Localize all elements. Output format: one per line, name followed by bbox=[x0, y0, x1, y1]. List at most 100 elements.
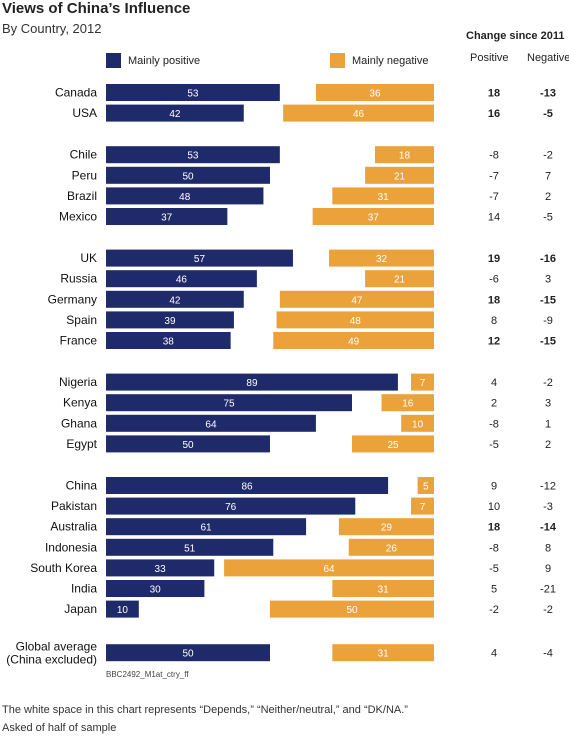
source-code: BBC2492_M1at_ctry_ff bbox=[106, 670, 189, 679]
change-positive-pakistan: 10 bbox=[488, 501, 500, 513]
change-negative-japan: -2 bbox=[543, 604, 553, 616]
bar-label-positive-mexico: 37 bbox=[161, 213, 173, 224]
bar-label-positive-ghana: 64 bbox=[205, 419, 217, 430]
bar-label-positive-kenya: 75 bbox=[223, 399, 235, 410]
bar-label-positive-chile: 53 bbox=[187, 151, 199, 162]
footnote-white-space: The white space in this chart represents… bbox=[2, 704, 408, 716]
category-label-germany: Germany bbox=[48, 292, 97, 306]
legend-negative-swatch bbox=[330, 53, 345, 68]
bar-label-negative-germany: 47 bbox=[351, 295, 363, 306]
bar-positive-egypt bbox=[106, 435, 270, 453]
bar-label-negative-nigeria: 7 bbox=[420, 378, 426, 389]
change-negative-spain: -9 bbox=[543, 315, 553, 327]
bar-label-negative-peru: 21 bbox=[394, 171, 406, 182]
change-negative-germany: -15 bbox=[540, 294, 556, 306]
bar-positive-chile bbox=[106, 146, 280, 164]
bar-label-positive-india: 30 bbox=[150, 585, 162, 596]
change-positive-south-korea: -5 bbox=[489, 563, 499, 575]
change-negative-ghana: 1 bbox=[545, 418, 551, 430]
bar-positive-nigeria bbox=[106, 373, 398, 391]
category-label-indonesia: Indonesia bbox=[45, 540, 97, 554]
bar-positive-ghana bbox=[106, 414, 316, 432]
change-negative-global-average: -4 bbox=[543, 648, 553, 660]
bar-negative-germany bbox=[279, 290, 434, 308]
bar-negative-south-korea bbox=[224, 559, 434, 577]
change-positive-chile: -8 bbox=[489, 150, 499, 162]
bar-positive-global-average bbox=[106, 644, 270, 662]
category-label-china: China bbox=[66, 479, 98, 493]
bar-label-negative-usa: 46 bbox=[353, 109, 365, 120]
change-negative-india: -21 bbox=[540, 584, 556, 596]
bar-positive-south-korea bbox=[106, 559, 215, 577]
category-label-pakistan: Pakistan bbox=[51, 499, 97, 513]
change-positive-kenya: 2 bbox=[491, 398, 497, 410]
change-negative-russia: 3 bbox=[545, 274, 551, 286]
change-negative-indonesia: 8 bbox=[545, 542, 551, 554]
change-positive-uk: 19 bbox=[488, 253, 500, 265]
change-positive-nigeria: 4 bbox=[491, 377, 497, 389]
category-label-south-korea: South Korea bbox=[30, 561, 97, 575]
change-negative-kenya: 3 bbox=[545, 398, 551, 410]
change-positive-header: Positive bbox=[470, 52, 509, 64]
bar-label-positive-south-korea: 33 bbox=[155, 564, 167, 575]
bar-label-negative-uk: 32 bbox=[376, 254, 388, 265]
change-negative-canada: -13 bbox=[540, 88, 556, 100]
bar-negative-usa bbox=[283, 104, 434, 122]
category-label-india: India bbox=[71, 582, 97, 596]
bar-label-negative-south-korea: 64 bbox=[323, 564, 335, 575]
bar-negative-nigeria bbox=[411, 373, 434, 391]
change-negative-usa: -5 bbox=[543, 108, 553, 120]
change-positive-canada: 18 bbox=[488, 88, 500, 100]
category-label-global-average: Global average bbox=[16, 640, 98, 654]
bar-label-positive-indonesia: 51 bbox=[184, 543, 196, 554]
change-positive-usa: 16 bbox=[488, 108, 500, 120]
bar-positive-spain bbox=[106, 311, 234, 329]
bar-positive-china bbox=[106, 477, 389, 494]
bar-negative-chile bbox=[374, 146, 434, 164]
change-positive-australia: 18 bbox=[488, 522, 500, 534]
category-label-australia: Australia bbox=[50, 520, 97, 534]
bar-label-positive-japan: 10 bbox=[117, 605, 129, 616]
bar-negative-india bbox=[332, 580, 434, 597]
change-negative-australia: -14 bbox=[540, 522, 557, 534]
bar-positive-peru bbox=[106, 166, 270, 184]
category-label-usa: USA bbox=[72, 106, 97, 120]
bar-label-negative-mexico: 37 bbox=[368, 213, 380, 224]
change-positive-peru: -7 bbox=[489, 170, 499, 182]
bar-label-positive-china: 86 bbox=[241, 482, 253, 493]
bar-label-positive-germany: 42 bbox=[169, 295, 181, 306]
change-positive-russia: -6 bbox=[489, 274, 499, 286]
bar-negative-spain bbox=[276, 311, 434, 329]
bar-positive-mexico bbox=[106, 208, 228, 225]
bar-positive-japan bbox=[106, 600, 139, 618]
change-negative-egypt: 2 bbox=[545, 439, 551, 451]
bar-label-negative-global-average: 31 bbox=[378, 649, 390, 660]
bar-label-negative-canada: 36 bbox=[369, 89, 381, 100]
change-negative-nigeria: -2 bbox=[543, 377, 553, 389]
bar-negative-france bbox=[273, 332, 434, 349]
category-label-japan: Japan bbox=[64, 602, 97, 616]
bar-negative-uk bbox=[329, 249, 434, 267]
bar-label-positive-australia: 61 bbox=[200, 523, 212, 534]
bar-label-positive-spain: 39 bbox=[164, 316, 176, 327]
bar-label-positive-nigeria: 89 bbox=[246, 378, 258, 389]
bar-negative-australia bbox=[338, 518, 434, 536]
change-negative-france: -15 bbox=[540, 336, 556, 348]
legend-negative-label: Mainly negative bbox=[352, 55, 429, 67]
bar-positive-usa bbox=[106, 104, 244, 122]
bar-positive-australia bbox=[106, 518, 307, 536]
bar-label-positive-france: 38 bbox=[163, 337, 175, 348]
bar-negative-japan bbox=[270, 600, 434, 618]
bar-negative-canada bbox=[315, 84, 434, 101]
bar-positive-pakistan bbox=[106, 497, 356, 515]
bar-label-positive-egypt: 50 bbox=[182, 440, 194, 451]
bar-label-negative-australia: 29 bbox=[381, 523, 393, 534]
change-negative-brazil: 2 bbox=[545, 191, 551, 203]
category-label-mexico: Mexico bbox=[59, 210, 97, 224]
bar-negative-indonesia bbox=[348, 538, 434, 556]
bar-negative-kenya bbox=[381, 394, 434, 412]
change-negative-china: -12 bbox=[540, 481, 556, 493]
bar-positive-france bbox=[106, 332, 231, 349]
